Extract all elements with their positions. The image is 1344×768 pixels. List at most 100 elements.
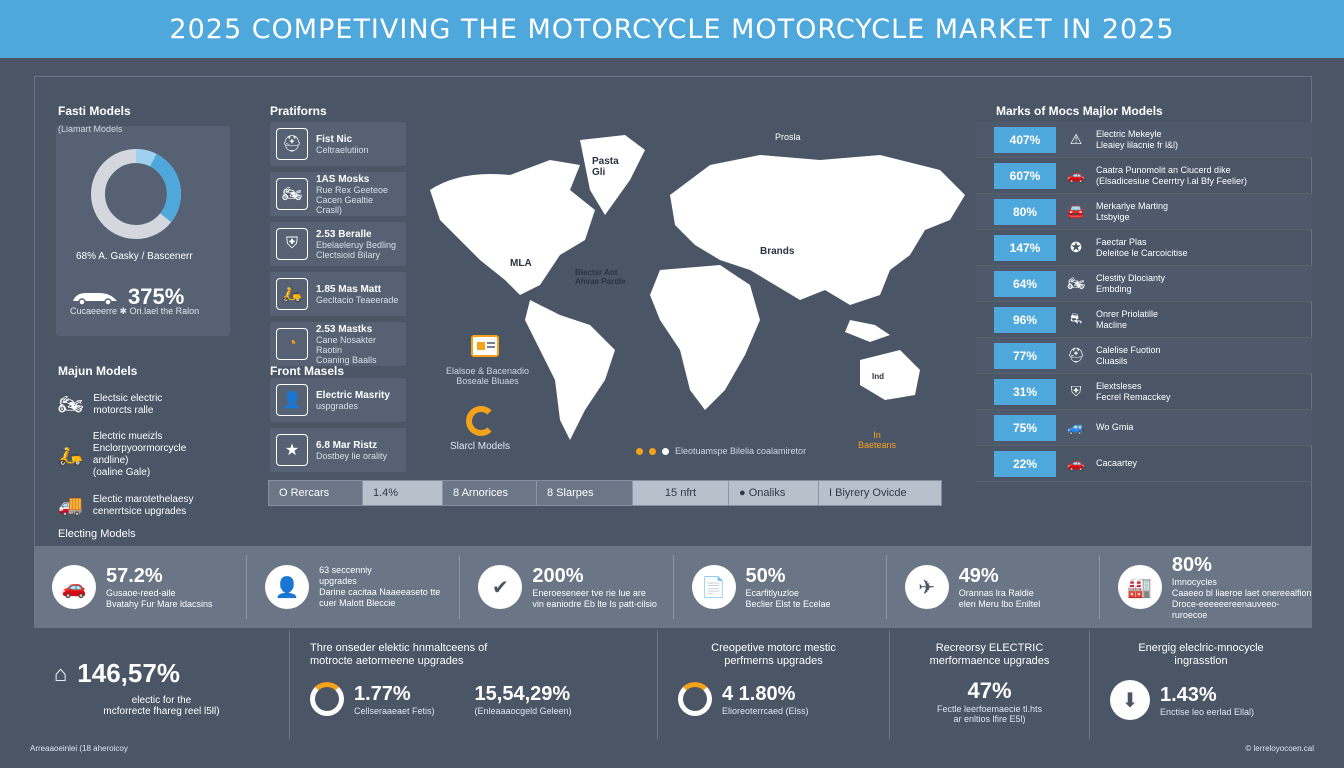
car-icon — [73, 293, 117, 306]
front-model-card[interactable]: ★ 6.8 Mar Ristz Dostbey lie orality — [270, 428, 406, 472]
bottom-head: Energig eleclric-mnocycle ingrasstlon — [1138, 642, 1264, 667]
platform-desc: Rue Rex Geeteoe Cacen Gealtie Crasll) — [316, 184, 389, 215]
platform-title: 2.53 Mastks — [316, 323, 373, 335]
filter-segment[interactable]: O Rercars — [269, 481, 363, 505]
person-icon: 👤 — [276, 384, 308, 416]
stat-cell: ✔ 200% Eneroeseneer tve rie lue are vin ea… — [460, 555, 674, 619]
platform-card[interactable]: 🛵 1.85 Mas Matt Gecltacio Teaeerade — [270, 272, 406, 316]
market-row[interactable]: 407% ⚠ Electric Mekeyle Lleaiey lilacnie f… — [976, 122, 1312, 158]
filter-segment[interactable]: 8 Slarpes — [537, 481, 633, 505]
platform-card[interactable]: 🏍 1AS Mosks Rue Rex Geeteoe Cacen Gealti… — [270, 172, 406, 216]
platforms-title: Pratiforns — [270, 104, 327, 118]
header-banner: 2025 COMPETIVING THE MOTORCYCLE MOTORCYC… — [0, 0, 1344, 58]
bottom-value: 4 1.80% — [722, 682, 796, 705]
bottom-note: electic for the mcforrecte fhareg reel l… — [103, 695, 220, 717]
bottom-note: Cellseraaeaet Fetis) — [354, 705, 435, 716]
shield-icon: ⛨ — [276, 228, 308, 260]
major-model-item[interactable]: 🛵 Electric mueizls Enclorpyoormorcycle a… — [58, 431, 238, 479]
stat-label: Eneroeseneer tve rie lue are vin eaniodr… — [532, 587, 657, 609]
motorcycle-icon: 🛵 — [276, 278, 308, 310]
market-row[interactable]: 96% ⛐ Onrer Priolatille Macline — [976, 302, 1312, 338]
market-row[interactable]: 64% 🏍 Clestity Dlocianty Embding — [976, 266, 1312, 302]
stat-value: 200% — [532, 564, 584, 587]
page-title: 2025 COMPETIVING THE MOTORCYCLE MOTORCYC… — [169, 13, 1175, 45]
market-pct: 64% — [994, 270, 1056, 297]
map-ring-label: Slarcl Models — [450, 441, 511, 452]
market-row[interactable]: 607% 🚗 Caatra Punomolit an Ciucerd dike (E… — [976, 158, 1312, 194]
market-label: Onrer Priolatille Macline — [1096, 308, 1159, 330]
truck-icon: 🚚 — [58, 495, 83, 517]
filter-segment[interactable]: 8 Arnorices — [443, 481, 537, 505]
market-row[interactable]: 31% ⛨ Elextsleses Fecrel Remacckey — [976, 374, 1312, 410]
shield-icon: ⛨ — [1070, 383, 1082, 399]
car-stat-value: 375% — [128, 284, 185, 309]
car-icon: 🚗 — [1067, 167, 1085, 183]
bottom-head: Recreorsy ELECTRIC merformaence upgrades — [929, 642, 1050, 667]
market-row[interactable]: 75% 🚙 Wo Gmia — [976, 410, 1312, 446]
stat-cell: 🏭 80% Imnocycles Caaeeo bl liaeroe laet on… — [1100, 554, 1312, 620]
stat-label: Imnocycles Caaeeo bl liaeroe laet oneree… — [1171, 576, 1312, 620]
stat-label: Orannas lra Raldie elen Meru lbo Eniltel — [958, 587, 1041, 609]
check-icon: ✔ — [478, 565, 523, 609]
market-row[interactable]: 22% 🚗 Cacaartey — [976, 446, 1312, 482]
platform-card[interactable]: ⛨ 2.53 Beralle Ebelaeleruy Bedling Clect… — [270, 222, 406, 266]
donut-card: 68% A. Gasky / Bascenerr 375% Cucaeeerre… — [56, 126, 230, 336]
front-model-card[interactable]: 👤 Electric Masrity uspgrades — [270, 378, 406, 422]
front-model-desc: Dostbey lie orality — [316, 450, 388, 461]
market-row[interactable]: 147% ✪ Faectar Plas Deleitoe le Carcoiciti… — [976, 230, 1312, 266]
major-model-item[interactable]: 🏍 Electsic electric motorcts ralle — [58, 392, 238, 417]
market-row[interactable]: 77% ⛑ Calelise Fuotion Cluasils — [976, 338, 1312, 374]
bottom-cell: Creopetive motorc mestic perfmerns upgra… — [658, 630, 890, 740]
filter-segment[interactable]: 1.4% — [363, 481, 443, 505]
donut-chart — [86, 144, 186, 249]
map-australia — [860, 350, 920, 400]
bottom-note: Elioreoterrcaed (Elss) — [722, 705, 809, 716]
rider-icon: ⛐ — [1069, 310, 1083, 326]
market-label: Clestity Dlocianty Embding — [1096, 272, 1166, 294]
front-models-title: Front Masels — [270, 364, 345, 378]
market-pct: 147% — [994, 234, 1056, 261]
market-pct: 607% — [994, 162, 1056, 189]
helmet-icon: ⛑ — [1067, 347, 1085, 363]
market-label: Faectar Plas Deleitoe le Carcoicitise — [1096, 236, 1188, 258]
footer-left: Arreaaoeinlei (18 aheroicoy — [30, 744, 128, 753]
car-stat: 375% — [70, 284, 184, 310]
bottom-value: 1.77% — [354, 682, 411, 705]
platform-card[interactable]: ⛑ Fist Nic Celtraelutiion — [270, 122, 406, 166]
plane-icon: ✈ — [904, 565, 949, 609]
map-label-center: Brands — [760, 246, 795, 257]
filter-segment[interactable]: ● Onaliks — [729, 481, 819, 505]
home-icon: ⌂ — [54, 660, 68, 686]
filter-segment[interactable]: I Biyrery Ovicde — [819, 481, 941, 505]
map-label-oceania: Ind — [872, 372, 884, 381]
star-icon: ✪ — [1070, 239, 1082, 255]
document-icon: 📄 — [691, 565, 736, 609]
major-model-item[interactable]: 🚚 Electic marotethelaesy cenerrtsice upg… — [58, 493, 238, 518]
gauge-icon: ◔ — [276, 328, 308, 360]
bottom-cell: Recreorsy ELECTRIC merformaence upgrades… — [890, 630, 1090, 740]
bottom-head: Creopetive motorc mestic perfmerns upgra… — [711, 642, 836, 667]
map-greenland — [580, 135, 645, 215]
map-north-america — [430, 160, 595, 295]
legend-dot-orange — [649, 447, 656, 455]
platform-title: 1.85 Mas Matt — [316, 283, 382, 295]
donut-caption: 68% A. Gasky / Bascenerr — [76, 251, 193, 262]
stat-value: 57.2% — [106, 564, 163, 587]
stat-cell: ✈ 49% Orannas lra Raldie elen Meru lbo Eni… — [887, 555, 1100, 619]
platform-desc: Gecltacio Teaeerade — [316, 294, 399, 305]
legend-text: Eleotuamspe Bilelia coalamiretor — [675, 446, 807, 456]
garage-icon: 🏭 — [1117, 565, 1162, 609]
market-label: Electric Mekeyle Lleaiey lilacnie fr l&l… — [1096, 128, 1179, 150]
major-models-title: Majun Models — [58, 364, 138, 378]
market-pct: 96% — [994, 306, 1056, 333]
platforms-list: ⛑ Fist Nic Celtraelutiion 🏍 1AS Mosks Ru… — [270, 122, 406, 372]
platform-card[interactable]: ◔ 2.53 Mastks Cane Nosakter Raotin Coani… — [270, 322, 406, 366]
market-row[interactable]: 80% 🚘 Merkarlye Marting Ltsbyige — [976, 194, 1312, 230]
stat-value: 50% — [745, 564, 786, 587]
stat-label: Ecarfitlyuzloe Beclier Elst te Ecelae — [745, 587, 831, 609]
platform-desc: Celtraelutiion — [316, 144, 369, 155]
filter-segment[interactable]: 15 nfrt — [633, 481, 729, 505]
right-panel-title: Marks of Mocs Majlor Models — [996, 104, 1163, 118]
car-icon: 🚘 — [1067, 203, 1085, 219]
donut-segment-light — [91, 149, 181, 239]
